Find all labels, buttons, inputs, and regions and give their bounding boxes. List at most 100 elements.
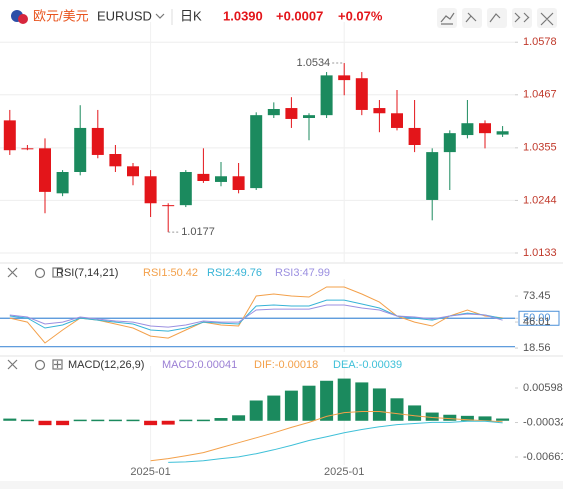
candle-body — [197, 173, 210, 181]
macd-bar — [20, 419, 34, 422]
macd-bar — [108, 419, 122, 422]
macd-bar — [372, 388, 386, 421]
close-icon[interactable] — [7, 267, 18, 278]
y-tick-label: 50.00 — [523, 312, 551, 324]
candle-body — [320, 75, 333, 116]
x-tick-label: 2025-01 — [324, 466, 364, 478]
y-tick-label: 1.0244 — [523, 194, 557, 206]
expand-plus — [54, 361, 61, 368]
candle-body — [162, 205, 175, 207]
macd-bar — [73, 419, 87, 422]
macd-bar — [284, 390, 298, 421]
macd-bar — [3, 418, 17, 421]
candle-body — [461, 123, 474, 136]
toolbar — [437, 8, 557, 28]
candle-body — [232, 176, 245, 190]
pane-title: MACD(12,26,9) — [68, 359, 144, 371]
y-tick-label: -0.00032 — [523, 416, 563, 428]
macd-bar — [214, 418, 228, 421]
macd-bar — [196, 419, 210, 422]
candle-body — [267, 109, 280, 116]
candle-body — [338, 75, 351, 81]
legend-entry: RSI3:47.99 — [275, 267, 330, 279]
macd-bar — [408, 405, 422, 421]
candle-body — [109, 154, 122, 167]
legend-entry: DEA:-0.00039 — [333, 359, 402, 371]
macd-bar — [320, 380, 334, 421]
rsi-line — [9, 304, 503, 328]
macd-bar — [56, 420, 70, 426]
macd-line — [150, 411, 503, 462]
candle-body — [391, 113, 403, 128]
flag-icon — [11, 10, 28, 24]
symbol-name[interactable]: 欧元/美元 — [33, 8, 89, 23]
macd-bar — [496, 418, 510, 421]
y-tick-label: 46.01 — [523, 316, 551, 328]
macd-bar — [232, 415, 246, 421]
candle-body — [355, 78, 368, 110]
y-tick-label: 18.56 — [523, 342, 551, 354]
macd-bar — [302, 385, 316, 421]
candle-body — [74, 127, 87, 172]
price-change: +0.0007 — [276, 8, 323, 23]
candle-body — [373, 108, 386, 114]
expand-icon[interactable] — [52, 359, 63, 370]
candle-body — [443, 133, 456, 153]
y-tick-label: 1.0467 — [523, 89, 557, 101]
macd-bar — [355, 382, 369, 421]
scrollbar[interactable] — [0, 481, 563, 489]
y-tick-label: 1.0133 — [523, 247, 557, 259]
y-tick-label: 0.00598 — [523, 382, 563, 394]
tool-button[interactable] — [537, 8, 557, 28]
macd-bar — [179, 419, 193, 422]
candle-body — [408, 127, 421, 145]
macd-bar — [91, 419, 105, 422]
y-tick-label: -0.00661 — [523, 451, 563, 463]
candle-body — [39, 148, 51, 192]
rsi-line — [9, 299, 503, 332]
candle-body — [303, 115, 315, 118]
candle-body — [56, 172, 69, 194]
high-label: 1.0534 — [297, 57, 331, 69]
legend-entry: RSI2:49.76 — [207, 267, 262, 279]
candle-body — [179, 172, 192, 206]
macd-bar — [460, 415, 474, 421]
tool-button[interactable] — [512, 8, 532, 28]
dropdown-icon[interactable] — [155, 13, 165, 19]
price: 1.0390 — [223, 8, 263, 23]
low-label: 1.0177 — [181, 226, 215, 238]
macd-bar — [38, 420, 52, 426]
period[interactable]: 日K — [180, 8, 202, 23]
symbol[interactable]: EURUSD — [97, 8, 152, 23]
macd-bar — [337, 378, 351, 421]
macd-line — [168, 420, 503, 463]
tool-button[interactable] — [487, 8, 507, 28]
legend-entry: DIF:-0.00018 — [254, 359, 318, 371]
expand-icon[interactable] — [52, 267, 63, 278]
macd-bar — [390, 398, 404, 421]
y-tick-label: 1.0578 — [523, 36, 557, 48]
macd-bar — [267, 395, 281, 421]
y-tick-label: 73.45 — [523, 290, 551, 302]
macd-bar — [443, 414, 457, 421]
macd-bar — [478, 416, 492, 421]
tool-icons — [440, 12, 554, 26]
macd-bar — [249, 400, 263, 421]
price-change-pct: +0.07% — [338, 8, 383, 23]
macd-bar — [144, 420, 158, 426]
macd-bar — [126, 419, 140, 422]
candle-body — [91, 127, 104, 155]
macd-bar — [425, 412, 439, 421]
candle-body — [496, 131, 509, 135]
tool-button[interactable] — [462, 8, 482, 28]
macd-bar — [161, 420, 175, 425]
legend-entry: MACD:0.00041 — [162, 359, 237, 371]
close-icon[interactable] — [7, 359, 18, 370]
tool-button[interactable] — [437, 8, 457, 28]
candle-body — [285, 108, 298, 119]
settings-icon[interactable] — [34, 267, 46, 279]
settings-icon[interactable] — [34, 359, 46, 371]
pane-title: RSI(7,14,21) — [56, 267, 118, 279]
